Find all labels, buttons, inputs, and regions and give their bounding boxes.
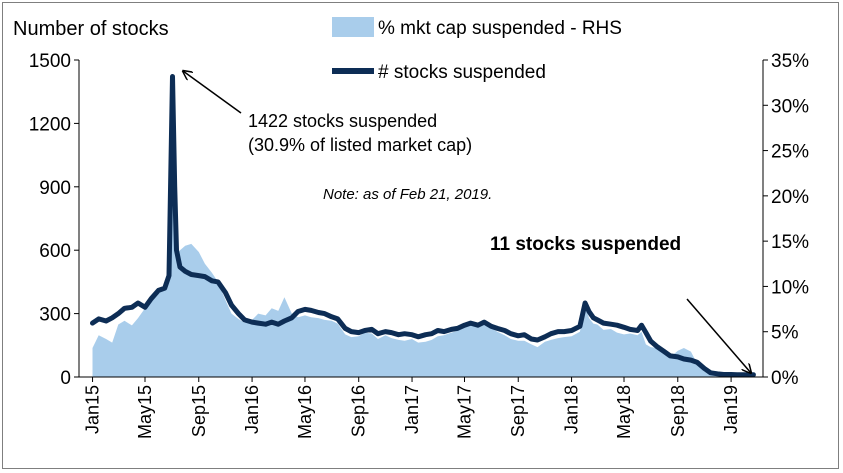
x-tick-label: Sep16: [349, 385, 369, 437]
legend-line-label: # stocks suspended: [378, 62, 546, 83]
legend-area-swatch: [332, 17, 374, 37]
right-tick-label: 10%: [771, 277, 809, 298]
x-tick-label: May16: [295, 385, 315, 439]
left-tick-label: 0: [60, 368, 71, 389]
right-tick-label: 5%: [771, 323, 799, 344]
peak-annotation-line2: (30.9% of listed market cap): [248, 135, 472, 155]
note-annotation: Note: as of Feb 21, 2019.: [323, 186, 492, 203]
x-tick-label: Sep17: [508, 385, 528, 437]
x-tick-label: May17: [454, 385, 474, 439]
legend-area-label: % mkt cap suspended - RHS: [378, 18, 622, 39]
x-tick-label: Jan15: [83, 385, 103, 434]
x-tick-label: Jan17: [402, 385, 422, 434]
x-tick-label: May15: [135, 385, 155, 439]
left-axis-title: Number of stocks: [13, 18, 169, 40]
line-series: [90, 74, 756, 378]
left-tick-label: 900: [39, 178, 71, 199]
right-tick-label: 20%: [771, 187, 809, 208]
right-tick-label: 15%: [771, 232, 809, 253]
right-tick-label: 30%: [771, 96, 809, 117]
right-tick-label: 35%: [771, 51, 809, 72]
latest-arrow: [686, 298, 751, 373]
left-tick-label: 1200: [29, 114, 71, 135]
left-tick-label: 300: [39, 305, 71, 326]
x-tick-label: Sep18: [668, 385, 688, 437]
peak-annotation-line1: 1422 stocks suspended: [248, 111, 437, 131]
right-axis-ticks: 0% 5% 10% 15% 20% 25% 30% 35%: [763, 51, 809, 389]
left-tick-label: 1500: [29, 51, 71, 72]
x-axis-ticks: Jan15 May15 Sep15 Jan16 May16 Sep16 Jan17 May17…: [83, 377, 741, 439]
area-series-fill: [92, 97, 754, 377]
left-tick-label: 600: [39, 241, 71, 262]
line-series-path: [90, 74, 756, 378]
x-tick-label: Jan16: [242, 385, 262, 434]
x-tick-label: Sep15: [189, 385, 209, 437]
x-tick-label: Jan19: [721, 385, 741, 434]
right-tick-label: 25%: [771, 142, 809, 163]
peak-arrow: [183, 71, 242, 114]
chart-svg: Number of stocks % mkt cap suspended - R…: [13, 17, 809, 439]
area-series: [92, 97, 754, 377]
x-tick-label: May18: [614, 385, 634, 439]
left-axis-ticks: 0 300 600 900 1200 1500: [29, 51, 79, 389]
x-tick-label: Jan18: [562, 385, 582, 434]
right-tick-label: 0%: [771, 368, 799, 389]
latest-annotation: 11 stocks suspended: [490, 234, 681, 255]
